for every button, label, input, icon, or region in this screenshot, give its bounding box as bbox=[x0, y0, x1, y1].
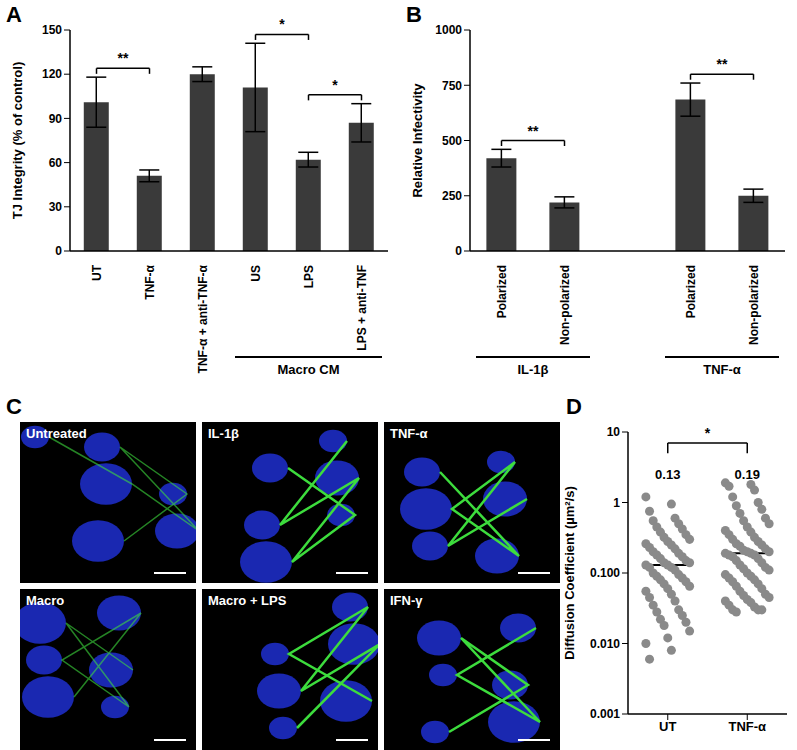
html-text:A: A bbox=[6, 2, 22, 27]
svg-text:Polarized: Polarized bbox=[495, 265, 509, 318]
html-text:Untreated: Untreated bbox=[26, 426, 87, 441]
html-text:D: D bbox=[566, 394, 582, 419]
svg-text:IL-1β: IL-1β bbox=[517, 362, 548, 377]
svg-text:Polarized: Polarized bbox=[684, 265, 698, 318]
svg-text:750: 750 bbox=[442, 79, 462, 93]
svg-text:LPS: LPS bbox=[302, 265, 316, 288]
svg-text:*: * bbox=[705, 425, 711, 441]
svg-text:UT: UT bbox=[659, 719, 676, 734]
svg-text:0.100: 0.100 bbox=[590, 566, 620, 580]
svg-text:US: US bbox=[249, 265, 263, 282]
svg-text:500: 500 bbox=[442, 134, 462, 148]
svg-text:TNF-α: TNF-α bbox=[703, 362, 741, 377]
svg-text:1: 1 bbox=[613, 496, 620, 510]
svg-text:0.13: 0.13 bbox=[655, 467, 680, 482]
svg-text:TNF-α: TNF-α bbox=[143, 264, 157, 299]
svg-text:250: 250 bbox=[442, 189, 462, 203]
svg-text:60: 60 bbox=[49, 156, 63, 170]
html-text:IL-1β: IL-1β bbox=[208, 426, 239, 441]
html-text:Macro + LPS: Macro + LPS bbox=[208, 593, 287, 608]
svg-text:TNF-α: TNF-α bbox=[728, 719, 766, 734]
svg-text:120: 120 bbox=[42, 67, 62, 81]
svg-text:TNF-α + anti-TNF-α: TNF-α + anti-TNF-α bbox=[196, 264, 210, 373]
html-text:IFN-γ: IFN-γ bbox=[390, 593, 423, 608]
svg-text:UT: UT bbox=[90, 264, 104, 281]
svg-text:Diffusion Coefficient (µm²/s): Diffusion Coefficient (µm²/s) bbox=[562, 486, 577, 660]
svg-text:*: * bbox=[279, 16, 285, 32]
svg-text:TJ Integrity (% of control): TJ Integrity (% of control) bbox=[10, 62, 25, 219]
html-text:B: B bbox=[406, 2, 422, 27]
svg-text:150: 150 bbox=[42, 23, 62, 37]
svg-text:0.010: 0.010 bbox=[590, 637, 620, 651]
svg-text:0: 0 bbox=[55, 244, 62, 258]
svg-text:**: ** bbox=[717, 56, 728, 72]
html-text:C: C bbox=[6, 394, 22, 419]
svg-text:0.19: 0.19 bbox=[735, 467, 760, 482]
svg-text:**: ** bbox=[528, 123, 539, 139]
svg-text:90: 90 bbox=[49, 112, 63, 126]
svg-text:30: 30 bbox=[49, 200, 63, 214]
html-text:TNF-α: TNF-α bbox=[390, 426, 428, 441]
svg-text:LPS + anti-TNF: LPS + anti-TNF bbox=[355, 265, 369, 351]
svg-text:0: 0 bbox=[455, 244, 462, 258]
svg-text:10: 10 bbox=[607, 425, 621, 439]
svg-text:Non-polarized: Non-polarized bbox=[747, 265, 761, 345]
svg-text:0.001: 0.001 bbox=[590, 707, 620, 721]
svg-text:**: ** bbox=[118, 50, 129, 66]
svg-text:Macro CM: Macro CM bbox=[277, 362, 339, 377]
svg-text:1000: 1000 bbox=[435, 23, 462, 37]
svg-text:Non-polarized: Non-polarized bbox=[558, 265, 572, 345]
svg-text:Relative Infectivity: Relative Infectivity bbox=[410, 83, 425, 198]
svg-text:*: * bbox=[332, 77, 338, 93]
html-text:Macro: Macro bbox=[26, 593, 65, 608]
